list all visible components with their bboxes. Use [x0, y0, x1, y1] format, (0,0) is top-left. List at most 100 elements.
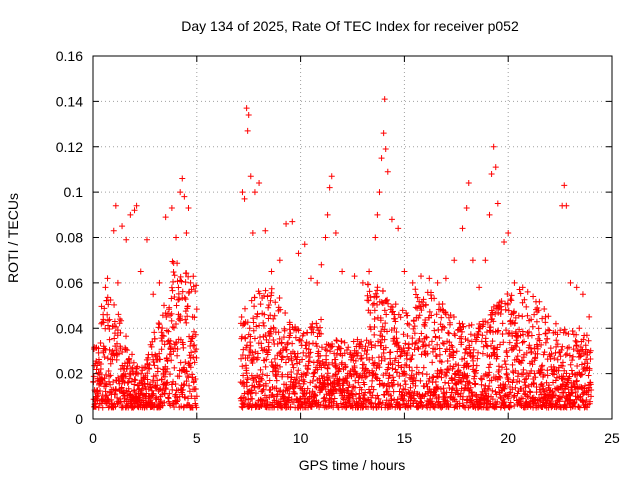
data-point: [449, 385, 456, 392]
data-point: [290, 364, 297, 371]
data-point: [131, 376, 138, 383]
data-point: [159, 332, 166, 339]
data-point: [278, 339, 285, 346]
data-point: [578, 347, 585, 354]
data-point: [486, 211, 493, 218]
data-point: [395, 225, 402, 232]
data-point: [486, 369, 493, 376]
data-point: [370, 386, 377, 393]
data-point: [189, 333, 196, 340]
data-point: [187, 355, 194, 362]
data-point: [484, 397, 491, 404]
data-point: [546, 327, 553, 334]
data-point: [484, 319, 491, 326]
data-point: [393, 329, 400, 336]
data-point: [181, 393, 188, 400]
data-point: [291, 383, 298, 390]
data-point: [552, 377, 559, 384]
data-point: [192, 375, 199, 382]
data-point: [468, 321, 475, 328]
data-point: [409, 352, 416, 359]
data-point: [485, 371, 492, 378]
data-point: [389, 403, 396, 410]
data-point: [501, 385, 508, 392]
data-point: [582, 382, 589, 389]
data-point: [341, 350, 348, 357]
data-point: [294, 360, 301, 367]
data-point: [421, 323, 428, 330]
data-point: [248, 389, 255, 396]
data-point: [131, 207, 138, 214]
data-point: [371, 316, 378, 323]
data-point: [282, 309, 289, 316]
data-point: [579, 371, 586, 378]
data-point: [158, 376, 165, 383]
data-point: [504, 353, 511, 360]
data-point: [288, 357, 295, 364]
data-point: [567, 396, 574, 403]
data-point: [573, 377, 580, 384]
data-point: [273, 377, 280, 384]
data-point: [101, 354, 108, 361]
data-point: [368, 399, 375, 406]
data-point: [505, 229, 512, 236]
data-point: [464, 372, 471, 379]
data-point: [251, 355, 258, 362]
data-point: [174, 260, 181, 267]
data-point: [529, 323, 536, 330]
data-point: [249, 349, 256, 356]
data-point: [378, 353, 385, 360]
data-point: [494, 328, 501, 335]
data-point: [402, 386, 409, 393]
data-point: [119, 389, 126, 396]
data-point: [322, 234, 329, 241]
data-point: [191, 342, 198, 349]
data-point: [433, 353, 440, 360]
data-point: [171, 404, 178, 411]
data-point: [535, 307, 542, 314]
data-point: [505, 378, 512, 385]
data-point: [485, 364, 492, 371]
data-point: [536, 331, 543, 338]
data-point: [111, 301, 118, 308]
data-point: [101, 305, 108, 312]
data-point: [249, 395, 256, 402]
y-tick-label: 0.02: [56, 366, 83, 382]
data-point: [503, 371, 510, 378]
data-point: [527, 389, 534, 396]
data-point: [187, 360, 194, 367]
data-point: [526, 342, 533, 349]
data-point: [525, 383, 532, 390]
data-point: [118, 384, 125, 391]
data-point: [307, 349, 314, 356]
data-point: [438, 314, 445, 321]
data-point: [416, 335, 423, 342]
data-point: [175, 284, 182, 291]
data-point: [161, 302, 168, 309]
data-point: [193, 282, 200, 289]
data-point: [170, 348, 177, 355]
data-point: [185, 205, 192, 212]
data-point: [501, 392, 508, 399]
data-point: [169, 287, 176, 294]
data-point: [117, 398, 124, 405]
data-point: [106, 325, 113, 332]
data-point: [190, 273, 197, 280]
data-point: [497, 374, 504, 381]
data-point: [561, 182, 568, 189]
data-point: [572, 337, 579, 344]
data-point: [270, 393, 277, 400]
data-point: [374, 284, 381, 291]
data-point: [314, 343, 321, 350]
data-point: [114, 340, 121, 347]
data-point: [262, 287, 269, 294]
data-point: [369, 377, 376, 384]
data-point: [179, 288, 186, 295]
data-point: [428, 398, 435, 405]
data-point: [190, 354, 197, 361]
data-point: [94, 397, 101, 404]
data-point: [268, 268, 275, 275]
data-point: [436, 345, 443, 352]
data-point: [497, 394, 504, 401]
data-point: [545, 326, 552, 333]
